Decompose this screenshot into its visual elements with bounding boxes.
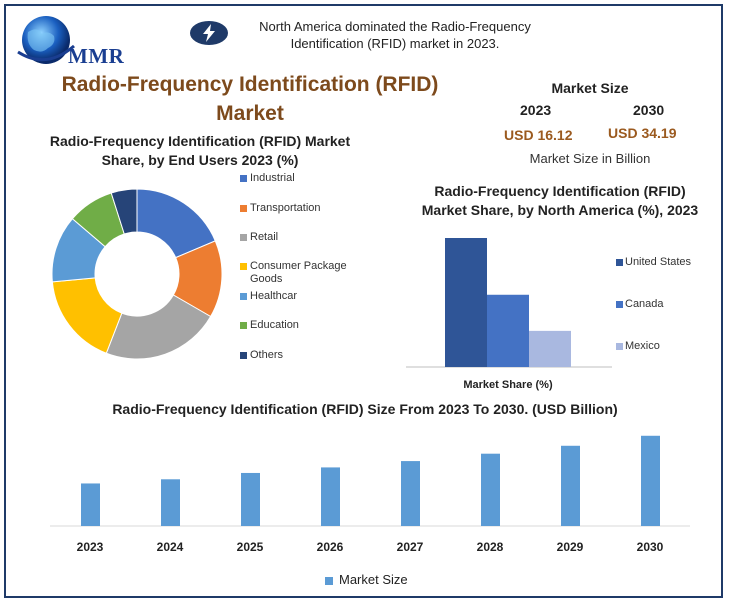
legend-swatch [240, 263, 247, 270]
market-size-year-start: 2023 [520, 102, 552, 118]
legend-label: Market Size [339, 572, 408, 587]
donut-legend-item: Consumer Package Goods [240, 260, 360, 286]
legend-label: Retail [250, 231, 279, 243]
donut-legend-item: Education [240, 319, 360, 332]
legend-swatch [616, 343, 623, 350]
donut-legend-item: Healthcar [240, 290, 360, 303]
size-chart-title: Radio-Frequency Identification (RFID) Si… [112, 401, 618, 417]
market-size-value-start: USD 16.12 [504, 127, 573, 143]
legend-label: Education [250, 319, 299, 331]
na-legend-label: Canada [625, 298, 664, 310]
donut-legend-item: Retail [240, 231, 360, 244]
donut-legend-item: Transportation [240, 202, 360, 215]
frame-border [4, 4, 723, 598]
donut-chart-title: Radio-Frequency Identification (RFID) Ma… [49, 133, 351, 168]
legend-swatch [240, 293, 247, 300]
na-chart-title: Radio-Frequency Identification (RFID) Ma… [421, 183, 699, 218]
donut-legend-item: Industrial [240, 172, 360, 185]
legend-swatch [325, 576, 333, 585]
legend-swatch [616, 259, 623, 266]
legend-label: Transportation [250, 202, 321, 214]
lightning-icon [190, 21, 228, 45]
legend-swatch [616, 301, 623, 308]
globe-logo-icon [17, 16, 75, 64]
headline-text: North America dominated the Radio-Freque… [259, 19, 531, 51]
donut-legend-item: Others [240, 349, 360, 362]
market-size-note: Market Size in Billion [529, 151, 651, 166]
market-size-value-end: USD 34.19 [608, 125, 677, 141]
market-size-year-end: 2030 [633, 102, 665, 118]
na-legend-label: United States [625, 256, 692, 268]
size-chart-legend: Market Size [325, 572, 408, 587]
market-size-title: Market Size [551, 80, 629, 96]
legend-label: Consumer Package Goods [250, 260, 347, 285]
legend-swatch [240, 205, 247, 212]
legend-label: Others [250, 349, 284, 361]
legend-label: Industrial [250, 172, 295, 184]
legend-swatch [240, 352, 247, 359]
legend-label: Healthcar [250, 290, 298, 302]
legend-swatch [240, 234, 247, 241]
page-title: Radio-Frequency Identification (RFID) Ma… [61, 73, 439, 125]
legend-swatch [240, 175, 247, 182]
na-legend-label: Mexico [625, 340, 660, 352]
logo-text: MMR [68, 44, 125, 68]
legend-swatch [240, 322, 247, 329]
